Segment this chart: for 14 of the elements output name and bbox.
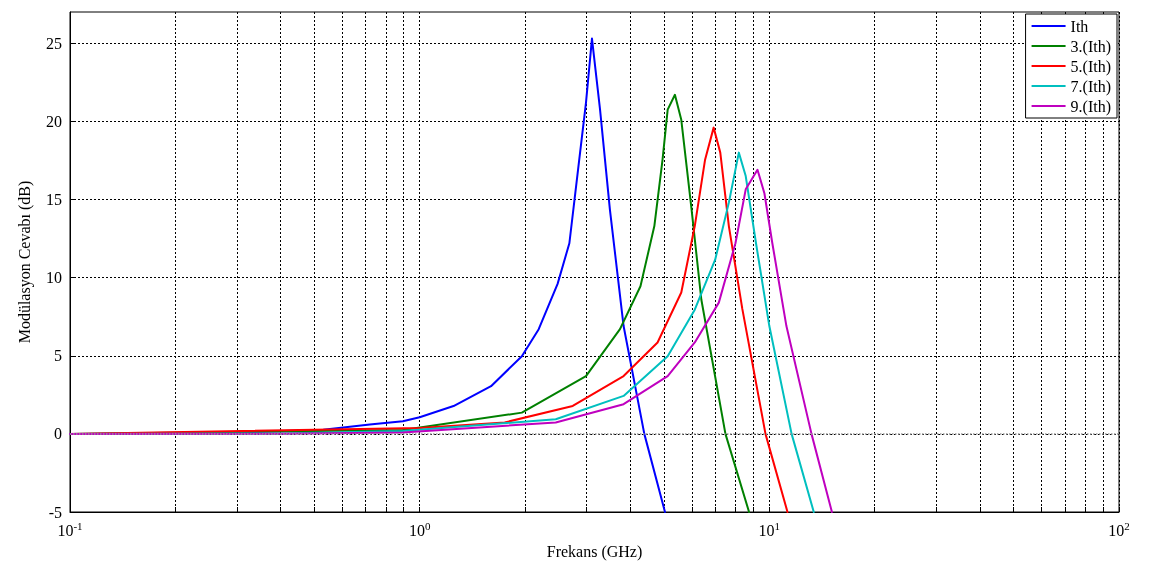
legend-label: 5.(Ith) [1070,57,1112,76]
legend-label: Ith [1070,17,1089,35]
y-tick-label: 5 [54,347,62,365]
y-tick-label: 20 [46,112,62,130]
y-axis-title: Modülasyon Cevabı (dB) [15,180,34,344]
y-tick-label: 15 [46,191,62,208]
y-tick-label: 10 [46,269,62,287]
y-tick-label: 25 [46,34,62,52]
y-tick-label: -5 [48,503,62,521]
legend-label: 7.(Ith) [1070,77,1112,96]
legend-label: 9.(Ith) [1070,97,1112,116]
x-axis-title: Frekans (GHz) [546,542,643,561]
legend-label: 3.(Ith) [1070,37,1112,56]
y-tick-label: 0 [54,425,62,443]
